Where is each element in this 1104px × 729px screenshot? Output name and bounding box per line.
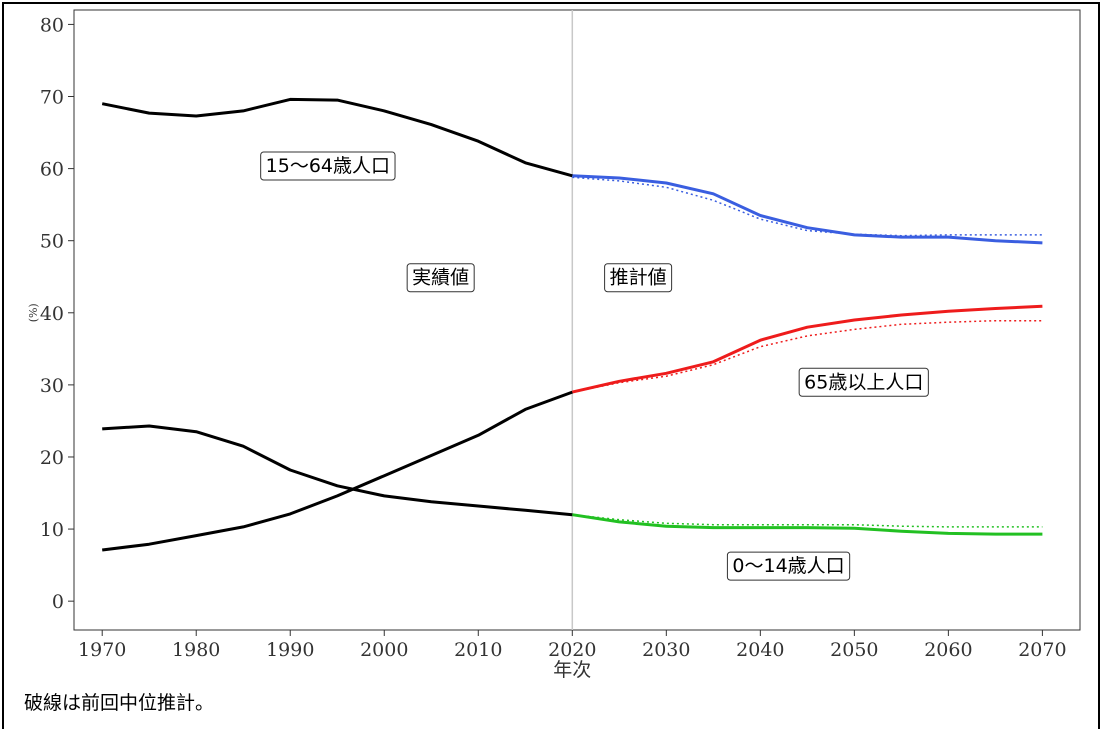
x-tick-label: 1970 (78, 639, 126, 661)
actual-line-children (102, 424, 573, 517)
series-label-children: 0〜14歳人口 (726, 551, 851, 581)
y-tick-label: 70 (40, 87, 64, 109)
x-tick-label: 2050 (830, 639, 878, 661)
y-tick-label: 0 (52, 591, 64, 613)
y-tick-label: 80 (40, 14, 64, 36)
y-tick-label: 30 (40, 375, 64, 397)
region-label-1-box (604, 263, 673, 293)
actual-line-working_age (101, 97, 573, 178)
x-axis-label: 年次 (553, 659, 591, 681)
x-tick-label: 1980 (172, 639, 220, 661)
footnote: 破線は前回中位推計。 (24, 692, 215, 714)
region-label-0-text: 実績値 (412, 267, 469, 289)
region-label-0: 実績値 (406, 263, 475, 293)
x-tick-label: 2040 (736, 639, 784, 661)
region-label-1: 推計値 (604, 263, 673, 293)
series-label-children-box (726, 551, 851, 581)
region-label-1-text: 推計値 (610, 267, 667, 289)
series-label-working_age: 15〜64歳人口 (260, 151, 396, 181)
x-tick-label: 2010 (454, 639, 502, 661)
x-tick-label: 2000 (360, 639, 408, 661)
y-tick-label: 10 (40, 519, 64, 541)
projection-line-working_age (572, 174, 1043, 245)
previous-projection-line-children (572, 513, 1043, 528)
y-tick-label: 50 (40, 231, 64, 253)
y-tick-label: 20 (40, 447, 64, 469)
series-label-working_age-text: 15〜64歳人口 (266, 155, 390, 177)
series-label-children-text: 0〜14歳人口 (732, 555, 844, 577)
region-label-0-box (406, 263, 475, 293)
y-tick-label: 60 (40, 159, 64, 181)
series-label-elderly: 65歳以上人口 (798, 367, 929, 397)
series-label-elderly-text: 65歳以上人口 (804, 371, 923, 393)
y-tick-label: 40 (40, 303, 64, 325)
projection-line-elderly (571, 304, 1043, 394)
x-tick-label: 2060 (924, 639, 972, 661)
series-lines (101, 97, 1043, 552)
series-label-working_age-box (260, 151, 396, 181)
projection-line-children (572, 513, 1043, 536)
series-labels: 実績値 推計値 15〜64歳人口 65歳以上人口 0〜14歳人口 (260, 151, 929, 581)
actual-line-elderly (102, 390, 573, 552)
x-tick-label: 1990 (266, 639, 314, 661)
plot-border (73, 9, 1081, 631)
x-tick-label: 2030 (642, 639, 690, 661)
x-tick-label: 2070 (1018, 639, 1066, 661)
x-tick-label: 2020 (548, 639, 596, 661)
series-label-elderly-box (798, 367, 929, 397)
y-axis-label: (%) (27, 303, 40, 322)
